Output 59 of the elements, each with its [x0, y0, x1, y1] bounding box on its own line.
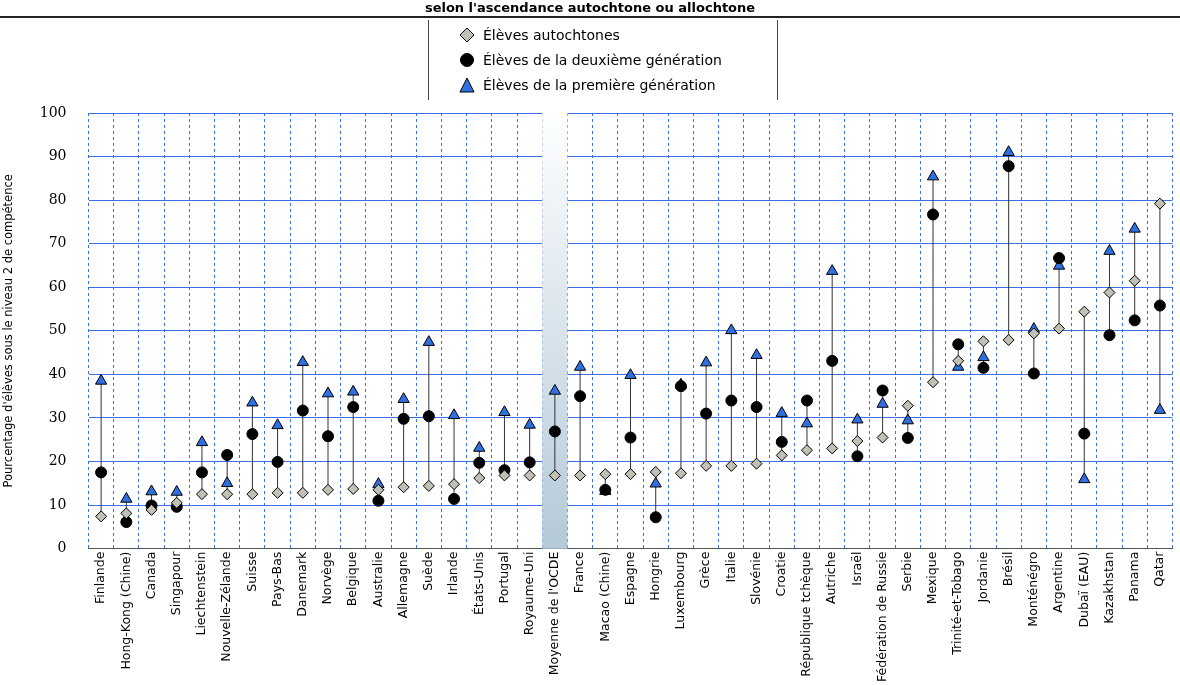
x-tick-label: Canada [142, 551, 158, 600]
x-tick-label: Irlande [445, 551, 461, 596]
x-tick-label: Jordanie [974, 551, 990, 604]
x-tick-label: Hongrie [646, 551, 662, 601]
x-tick-label: Serbie [899, 551, 915, 592]
y-tick-label: 50 [48, 321, 67, 338]
y-tick-label: 40 [48, 365, 67, 382]
x-tick-label: Suisse [243, 551, 259, 592]
x-tick-label: États-Unis [470, 551, 486, 616]
x-tick-label: Monténégro [1025, 551, 1041, 627]
x-tick-label: Fédération de Russie [873, 551, 889, 682]
legend-label: Élèves de la deuxième génération [483, 52, 722, 68]
x-tick-label: Slovénie [747, 551, 763, 605]
y-tick-label: 100 [39, 103, 67, 120]
x-tick-label: Macao (Chine) [596, 551, 612, 642]
y-tick-label: 30 [48, 408, 67, 425]
y-tick-label: 80 [48, 190, 67, 207]
x-tick-label: Trinité-et-Tobago [949, 551, 965, 656]
y-tick-label: 60 [48, 277, 67, 294]
y-tick-label: 20 [48, 452, 67, 469]
x-tick-label: Luxembourg [672, 551, 688, 630]
x-tick-label: République tchèque [798, 551, 814, 677]
y-tick-label: 90 [48, 147, 67, 164]
x-tick-label: Portugal [495, 551, 511, 604]
x-tick-label: France [571, 551, 587, 594]
x-tick-label: Qatar [1151, 550, 1167, 587]
x-tick-label: Mexique [924, 551, 940, 605]
x-tick-label: Panama [1125, 551, 1141, 602]
x-tick-label: Argentine [1050, 551, 1066, 613]
x-tick-label: Moyenne de l'OCDE [546, 551, 562, 676]
x-tick-label: Croatie [773, 551, 789, 597]
x-tick-label: Liechtenstein [193, 551, 209, 636]
y-tick-label: 70 [48, 234, 67, 251]
x-tick-label: Grèce [697, 551, 713, 589]
x-tick-label: Italie [722, 551, 738, 583]
x-tick-label: Hong-Kong (Chine) [117, 551, 133, 670]
x-tick-label: Dubaï (EAU) [1075, 551, 1091, 628]
x-tick-label: Nouvelle-Zélande [218, 551, 234, 662]
x-tick-label: Israël [848, 551, 864, 586]
x-tick-label: Pays-Bas [268, 551, 284, 607]
legend-label: Élèves de la première génération [483, 77, 716, 93]
x-tick-label: Royaume-Uni [520, 551, 536, 636]
x-tick-label: Australie [369, 551, 385, 607]
x-tick-label: Belgique [344, 551, 360, 607]
x-tick-label: Kazakhstan [1100, 551, 1116, 624]
x-tick-label: Suède [420, 551, 436, 591]
y-axis-title: Pourcentage d'élèves sous le niveau 2 de compétence [0, 174, 15, 488]
x-tick-label: Finlande [92, 551, 108, 604]
x-tick-label: Allemagne [394, 551, 410, 619]
x-tick-label: Danemark [294, 550, 310, 617]
x-tick-label: Singapour [168, 550, 183, 616]
legend-label: Élèves autochtones [483, 27, 620, 43]
x-tick-label: Autriche [823, 551, 839, 605]
y-tick-label: 10 [48, 495, 67, 512]
chart-title: selon l'ascendance autochtone ou allochtone [0, 0, 1180, 18]
x-tick-label: Norvège [319, 551, 335, 605]
x-tick-label: Espagne [621, 551, 637, 606]
x-tick-label: Brésil [999, 551, 1015, 587]
y-tick-label: 0 [57, 539, 67, 556]
